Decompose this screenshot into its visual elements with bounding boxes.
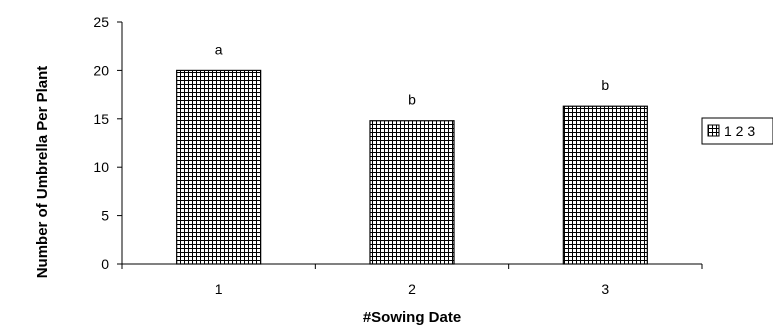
- bar-1: [176, 69, 262, 265]
- x-axis-title: #Sowing Date: [363, 309, 461, 326]
- data-label: a: [215, 41, 223, 57]
- data-label: b: [408, 92, 416, 108]
- legend: 1 2 3: [701, 117, 773, 145]
- y-tick-label: 10: [93, 159, 109, 175]
- bar-2: [369, 120, 455, 265]
- x-tick-label: 2: [408, 281, 416, 297]
- plot-area: 0 5 10 15 20 25 1 a 2 b 3 b: [93, 14, 703, 297]
- y-tick-label: 15: [93, 111, 109, 127]
- y-tick-label: 25: [93, 14, 109, 30]
- legend-swatch: [707, 124, 720, 137]
- y-tick-label: 0: [101, 256, 109, 272]
- y-axis-title: Number of Umbrella Per Plant: [34, 66, 51, 279]
- legend-label: 1 2 3: [724, 123, 755, 139]
- x-tick-label: 1: [215, 281, 223, 297]
- y-tick-label: 5: [101, 208, 109, 224]
- bar-3: [562, 105, 648, 265]
- x-tick-label: 3: [601, 281, 609, 297]
- y-tick-label: 20: [93, 62, 109, 78]
- data-label: b: [601, 77, 609, 93]
